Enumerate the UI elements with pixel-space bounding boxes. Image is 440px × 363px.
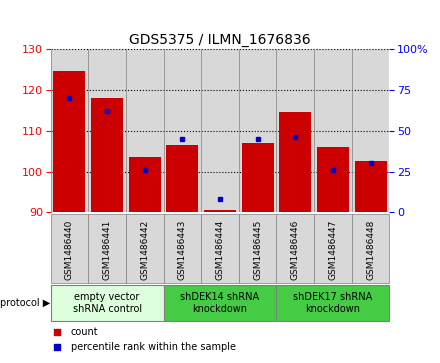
Text: GSM1486443: GSM1486443 [178,220,187,280]
Text: GSM1486444: GSM1486444 [216,220,224,280]
Bar [355,161,387,212]
Bar [53,72,85,212]
Bar [204,210,236,212]
Text: GSM1486446: GSM1486446 [291,220,300,280]
FancyBboxPatch shape [201,214,239,283]
Bar [166,145,198,212]
Bar [317,147,349,212]
FancyBboxPatch shape [164,214,201,283]
FancyBboxPatch shape [276,285,389,321]
FancyBboxPatch shape [51,214,88,283]
FancyBboxPatch shape [239,214,276,283]
Text: shDEK14 shRNA
knockdown: shDEK14 shRNA knockdown [180,292,260,314]
Text: GSM1486448: GSM1486448 [366,220,375,280]
FancyBboxPatch shape [88,214,126,283]
FancyBboxPatch shape [164,285,276,321]
Text: count: count [71,327,99,337]
Bar [91,98,123,212]
Text: GSM1486447: GSM1486447 [328,220,337,280]
Text: protocol ▶: protocol ▶ [0,298,51,308]
Text: percentile rank within the sample: percentile rank within the sample [71,342,236,352]
Text: GSM1486440: GSM1486440 [65,220,74,280]
FancyBboxPatch shape [314,214,352,283]
FancyBboxPatch shape [126,214,164,283]
Bar [242,143,274,212]
FancyBboxPatch shape [51,285,164,321]
Title: GDS5375 / ILMN_1676836: GDS5375 / ILMN_1676836 [129,33,311,46]
Bar [129,157,161,212]
FancyBboxPatch shape [352,214,389,283]
Text: empty vector
shRNA control: empty vector shRNA control [73,292,142,314]
Text: GSM1486445: GSM1486445 [253,220,262,280]
Bar [279,112,311,212]
Text: GSM1486442: GSM1486442 [140,220,149,280]
FancyBboxPatch shape [276,214,314,283]
Text: GSM1486441: GSM1486441 [103,220,112,280]
Text: shDEK17 shRNA
knockdown: shDEK17 shRNA knockdown [293,292,373,314]
